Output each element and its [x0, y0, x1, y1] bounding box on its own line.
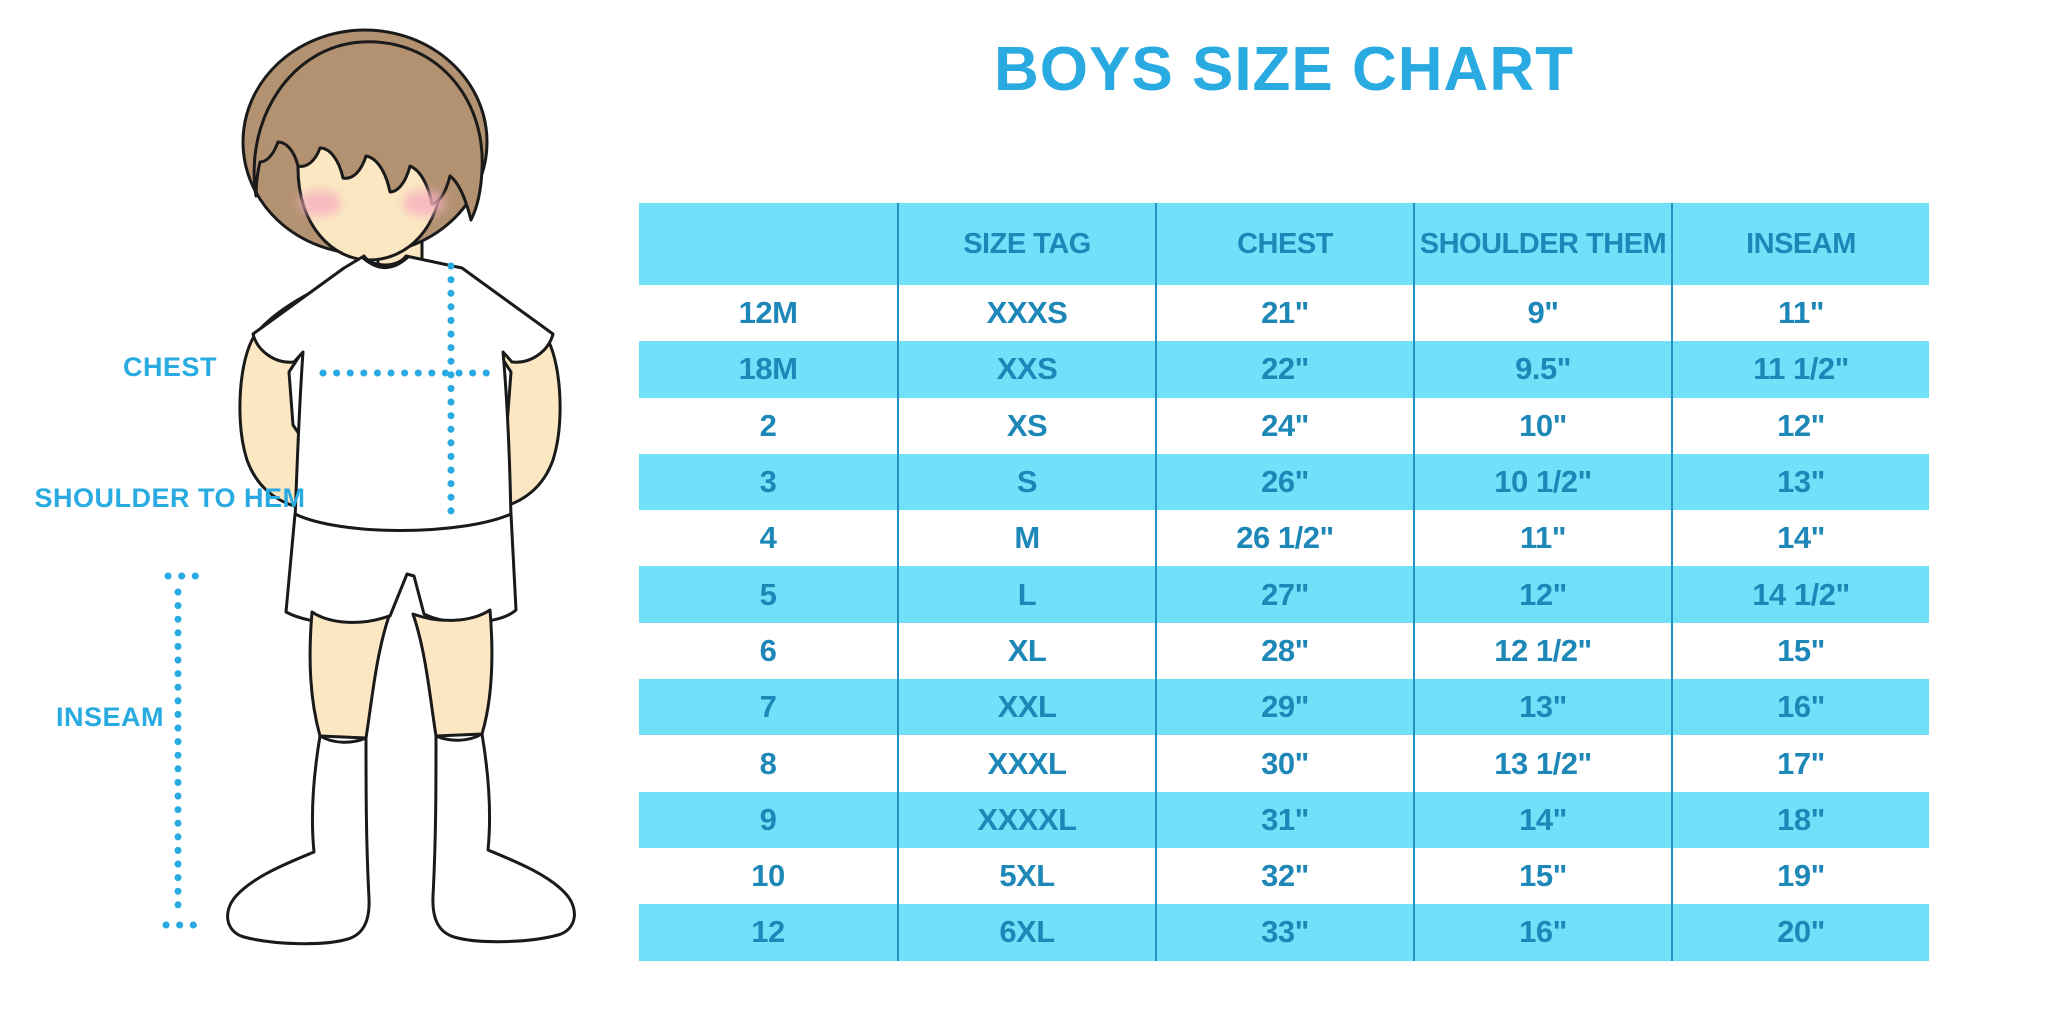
table-cell: 13"	[1413, 679, 1671, 736]
table-cell: 21"	[1155, 285, 1413, 342]
table-cell: 9.5"	[1413, 341, 1671, 398]
page-title: BOYS SIZE CHART	[994, 35, 1574, 104]
header-cell: SIZE TAG	[897, 203, 1155, 285]
table-cell: XXS	[897, 341, 1155, 398]
boy-left-sock	[226, 734, 371, 946]
table-cell: 13 1/2"	[1413, 735, 1671, 792]
table-cell: 15"	[1413, 847, 1671, 905]
table-cell: 10"	[1413, 397, 1671, 454]
boy-right-leg	[411, 608, 494, 738]
table-cell: 11"	[1671, 285, 1929, 342]
table-cell: XXXXL	[897, 791, 1155, 848]
table-cell: L	[897, 566, 1155, 623]
table-cell: 14"	[1413, 791, 1671, 848]
boy-figure	[226, 28, 576, 946]
size-table: SIZE TAG CHEST SHOULDER THEM INSEAM 12M XXXS 2…	[639, 203, 1929, 961]
boy-shirt-collar	[360, 255, 410, 269]
table-cell: 11"	[1413, 510, 1671, 567]
row-size-cell: 18M	[639, 341, 897, 398]
table-cell: 28"	[1155, 622, 1413, 680]
row-size-cell: 3	[639, 453, 897, 511]
table-cell: 14 1/2"	[1671, 566, 1929, 623]
table-cell: XXL	[897, 679, 1155, 736]
boy-blush-left	[299, 190, 341, 216]
row-size-cell: 8	[759, 745, 777, 781]
row-size-cell: 12M	[738, 295, 798, 331]
table-cell: 15"	[1671, 622, 1929, 680]
boy-blush-right	[403, 190, 445, 216]
row-size-cell: 9	[639, 791, 897, 848]
table-cell: 17"	[1671, 735, 1929, 792]
boy-right-sock	[431, 732, 576, 944]
boy-hair-fringe	[252, 40, 484, 222]
table-cell: 11 1/2"	[1671, 341, 1929, 398]
table-cell: 19"	[1671, 847, 1929, 905]
table-cell: 14"	[1671, 510, 1929, 567]
table-cell: 10 1/2"	[1413, 453, 1671, 511]
header-cell: CHEST	[1155, 203, 1413, 285]
table-cell: XXXL	[897, 735, 1155, 792]
table-cell: 32"	[1155, 847, 1413, 905]
row-size-cell: 4	[759, 520, 777, 556]
chest-label: CHEST	[122, 352, 217, 382]
table-cell: 24"	[1155, 397, 1413, 454]
boy-shorts	[284, 512, 518, 626]
table-cell: 6XL	[897, 904, 1155, 961]
table-cell: 22"	[1155, 341, 1413, 398]
table-cell: 16"	[1413, 904, 1671, 961]
table-cell: 29"	[1155, 679, 1413, 736]
header-cell: SHOULDER THEM	[1413, 203, 1671, 285]
boy-figure-illustration	[162, 28, 576, 946]
header-cell	[639, 203, 897, 285]
inseam-label: INSEAM	[55, 702, 164, 732]
table-cell: 16"	[1671, 679, 1929, 736]
boy-left-leg	[308, 610, 391, 740]
inseam-measure-line	[162, 572, 204, 929]
table-cell: 13"	[1671, 453, 1929, 511]
table-cell: 27"	[1155, 566, 1413, 623]
table-cell: 26"	[1155, 453, 1413, 511]
table-cell: M	[897, 510, 1155, 567]
table-cell: XL	[897, 622, 1155, 680]
row-size-cell: 5	[639, 566, 897, 623]
table-cell: 33"	[1155, 904, 1413, 961]
table-cell: 5XL	[897, 847, 1155, 905]
table-cell: 30"	[1155, 735, 1413, 792]
header-cell: INSEAM	[1671, 203, 1929, 285]
row-size-cell: 6	[759, 632, 777, 668]
table-cell: 31"	[1155, 791, 1413, 848]
table-cell: 12 1/2"	[1413, 622, 1671, 680]
row-size-cell: 2	[759, 407, 777, 443]
shoulder-to-hem-label: SHOULDER TO HEM	[34, 483, 306, 513]
table-cell: 26 1/2"	[1155, 510, 1413, 567]
row-size-cell: 12	[639, 904, 897, 961]
table-cell: XS	[897, 397, 1155, 454]
table-cell: 18"	[1671, 791, 1929, 848]
table-cell: 12"	[1671, 397, 1929, 454]
table-cell: XXXS	[897, 285, 1155, 342]
row-size-cell: 7	[639, 679, 897, 736]
table-cell: S	[897, 453, 1155, 511]
table-cell: 9"	[1413, 285, 1671, 342]
row-size-cell: 10	[751, 858, 785, 894]
table-cell: 20"	[1671, 904, 1929, 961]
table-cell: 12"	[1413, 566, 1671, 623]
